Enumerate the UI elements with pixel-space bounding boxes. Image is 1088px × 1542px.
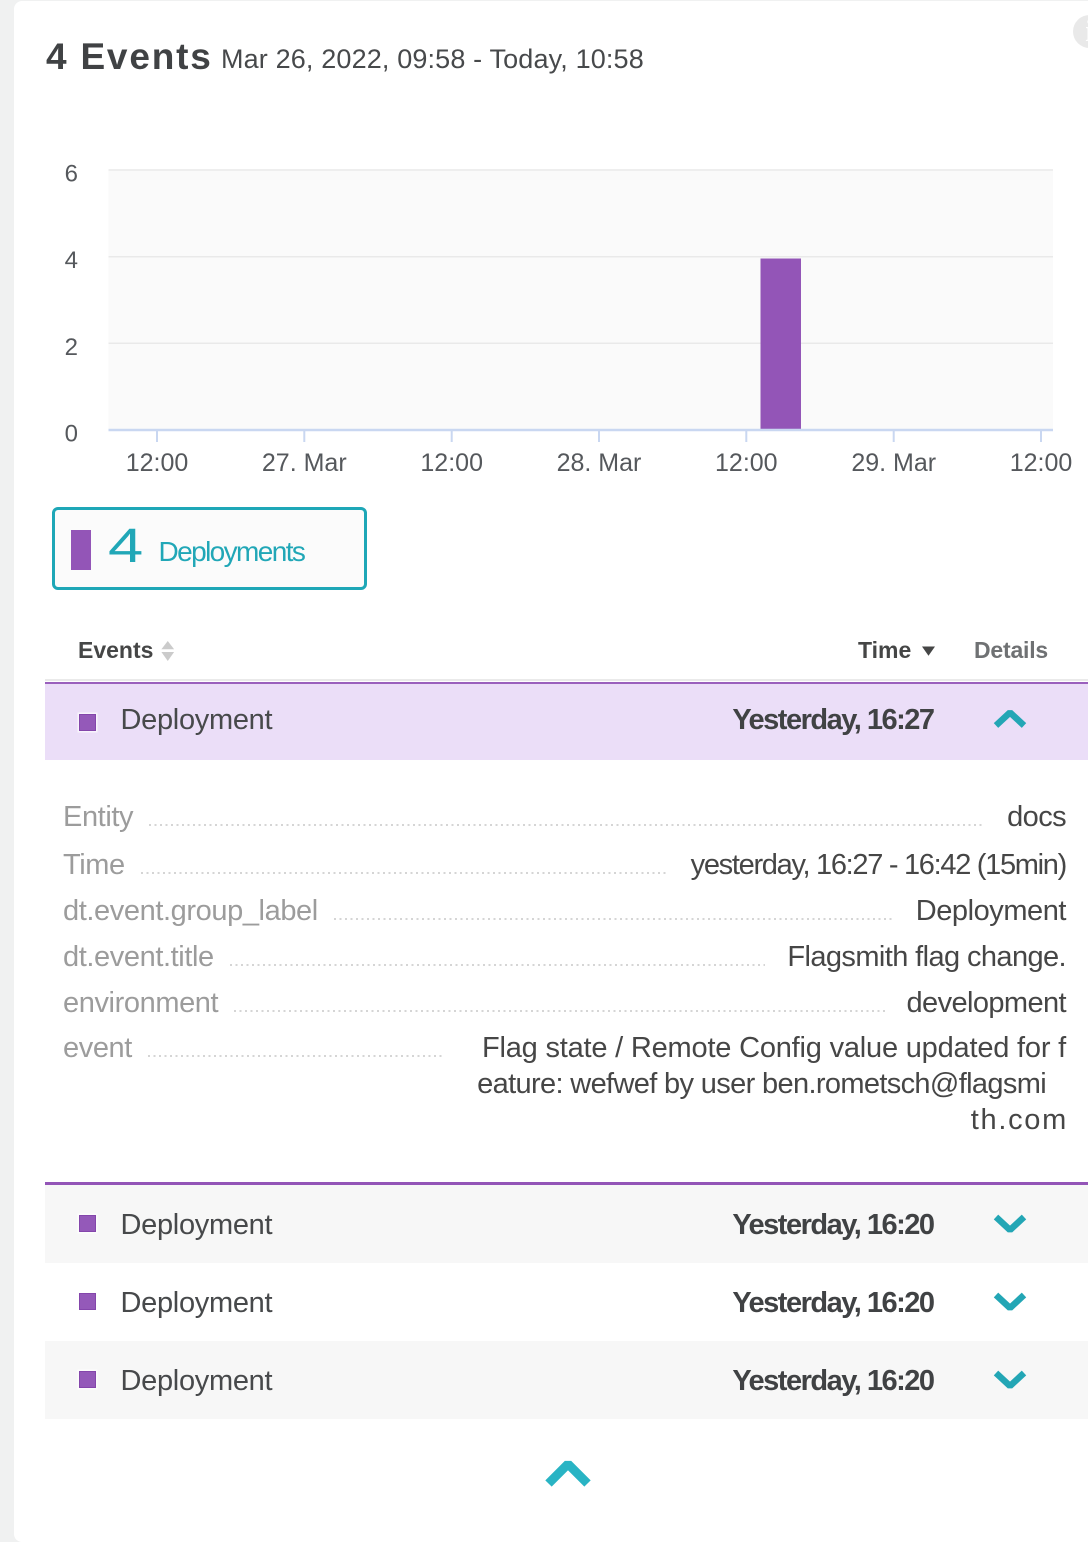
svg-text:12:00: 12:00 xyxy=(420,449,483,477)
svg-text:12:00: 12:00 xyxy=(715,449,778,477)
svg-text:0: 0 xyxy=(65,421,78,448)
svg-text:4: 4 xyxy=(65,247,78,274)
svg-text:6: 6 xyxy=(65,161,78,188)
svg-text:27. Mar: 27. Mar xyxy=(262,449,347,477)
svg-text:28. Mar: 28. Mar xyxy=(557,449,642,477)
svg-text:12:00: 12:00 xyxy=(1010,449,1073,477)
svg-text:29. Mar: 29. Mar xyxy=(851,449,936,477)
svg-text:12:00: 12:00 xyxy=(126,449,189,477)
svg-text:2: 2 xyxy=(65,334,78,361)
